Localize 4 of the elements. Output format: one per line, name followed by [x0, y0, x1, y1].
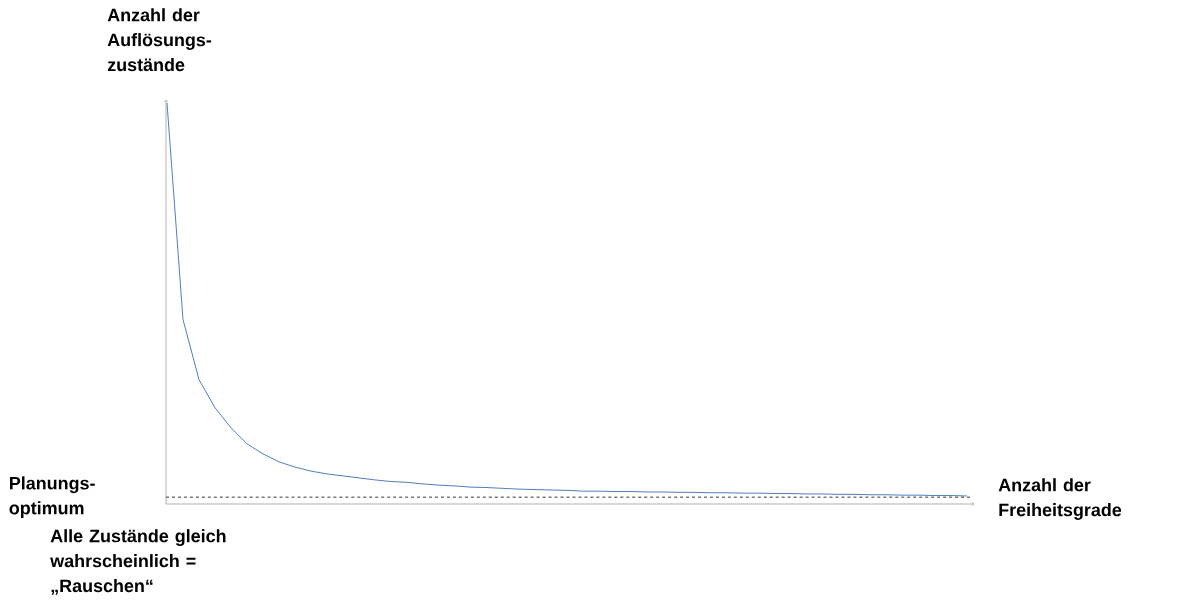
ref-line-label: Planungs-optimum: [9, 476, 95, 518]
x-axis-title: Anzahl der Freiheitsgrade: [998, 478, 1122, 520]
y-axis-title: Anzahl der Auflösungs-zustände: [107, 8, 212, 72]
text: Alle Zustände gleich wahrscheinlich = „Rauschen“: [50, 529, 226, 595]
